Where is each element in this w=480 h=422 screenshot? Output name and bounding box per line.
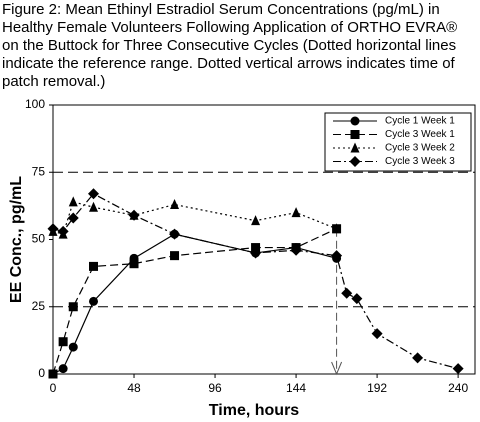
x-tick-label: 48 <box>127 381 141 395</box>
x-tick-label: 192 <box>367 381 387 395</box>
marker <box>89 261 99 271</box>
marker <box>331 250 343 262</box>
marker <box>89 296 99 306</box>
y-axis-label: EE Conc., pg/mL <box>8 176 25 303</box>
legend-marker <box>349 156 361 167</box>
marker <box>68 342 78 352</box>
marker <box>88 188 100 200</box>
legend-label: Cycle 3 Week 1 <box>385 129 455 140</box>
marker <box>412 352 424 364</box>
marker <box>128 209 140 221</box>
marker <box>291 207 301 218</box>
legend-marker <box>350 130 360 139</box>
legend-marker <box>350 116 360 126</box>
x-tick-label: 144 <box>286 381 306 395</box>
y-tick-label: 100 <box>25 97 45 111</box>
marker <box>251 215 261 226</box>
marker <box>371 328 383 340</box>
marker <box>351 293 363 305</box>
marker <box>169 228 181 240</box>
marker <box>57 225 69 237</box>
marker <box>47 223 59 235</box>
marker <box>170 199 180 210</box>
legend-label: Cycle 3 Week 2 <box>385 143 455 154</box>
y-tick-label: 75 <box>32 164 46 178</box>
marker <box>250 247 262 259</box>
marker <box>68 196 78 207</box>
x-tick-label: 240 <box>448 381 468 395</box>
marker <box>341 287 353 299</box>
legend-marker <box>350 142 360 153</box>
marker <box>170 251 180 261</box>
y-tick-label: 50 <box>32 232 46 246</box>
marker <box>290 244 302 256</box>
marker <box>332 223 342 234</box>
x-tick-label: 0 <box>50 381 57 395</box>
chart-title: Figure 2: Mean Ethinyl Estradiol Serum C… <box>2 1 458 90</box>
y-tick-label: 25 <box>32 299 46 313</box>
x-tick-label: 96 <box>208 381 222 395</box>
marker <box>48 369 58 379</box>
y-tick-label: 0 <box>38 366 45 380</box>
marker <box>129 259 139 269</box>
marker <box>67 212 79 224</box>
series-line <box>52 228 337 375</box>
marker <box>89 201 99 212</box>
series-line <box>52 193 459 370</box>
marker <box>58 364 68 374</box>
marker <box>68 302 78 312</box>
marker <box>58 337 68 347</box>
legend-label: Cycle 1 Week 1 <box>385 116 455 127</box>
legend-label: Cycle 3 Week 3 <box>385 156 455 167</box>
x-axis-label: Time, hours <box>209 402 299 419</box>
marker <box>452 363 464 375</box>
arrow-head <box>331 361 343 376</box>
